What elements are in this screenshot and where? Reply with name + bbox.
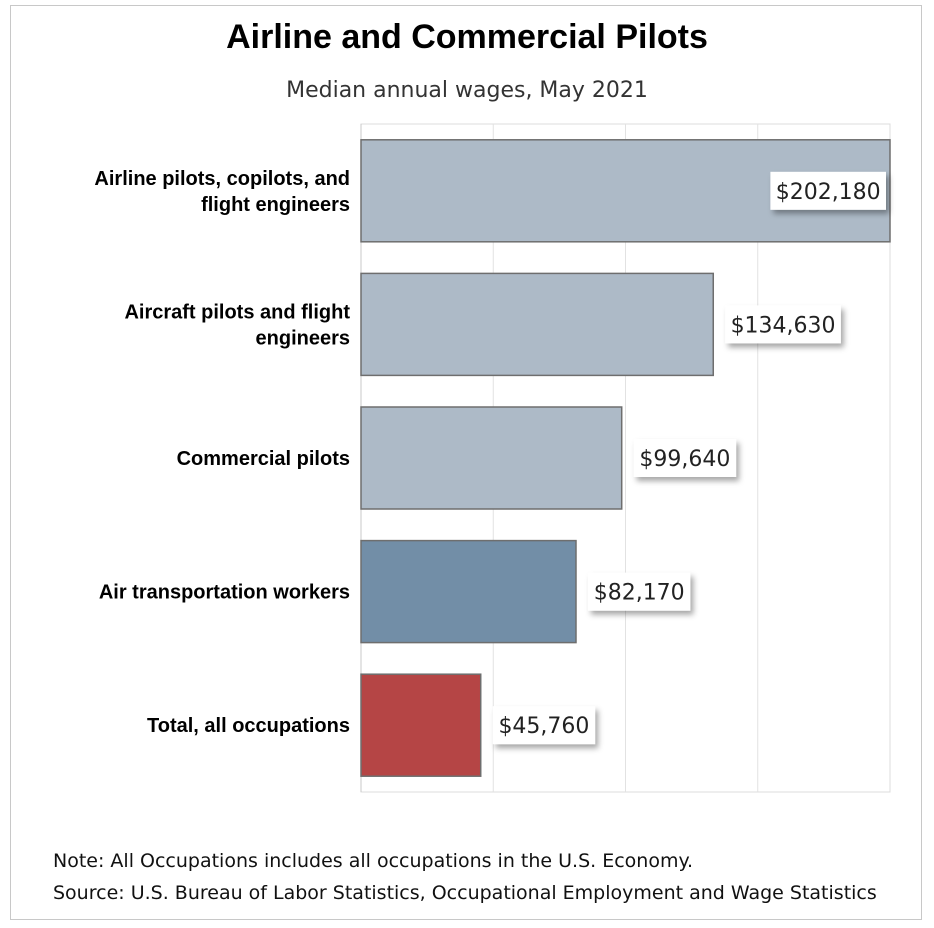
value-label-box xyxy=(725,305,841,344)
category-label: Aircraft pilots and flight xyxy=(124,301,350,323)
chart-note: Note: All Occupations includes all occup… xyxy=(53,850,694,872)
category-label: engineers xyxy=(256,327,350,349)
value-label: $45,760 xyxy=(498,714,589,739)
value-label: $82,170 xyxy=(594,581,685,606)
chart-source: Source: U.S. Bureau of Labor Statistics,… xyxy=(53,882,877,904)
value-label: $134,630 xyxy=(731,313,836,338)
value-label-box xyxy=(492,706,596,745)
category-label: Airline pilots, copilots, and xyxy=(94,168,350,190)
category-label: Commercial pilots xyxy=(177,448,350,470)
bar xyxy=(360,406,623,510)
value-label: $202,180 xyxy=(776,180,881,205)
bar xyxy=(360,539,577,644)
chart-subtitle: Median annual wages, May 2021 xyxy=(286,78,648,103)
value-label-box xyxy=(770,171,886,210)
category-label: flight engineers xyxy=(201,194,350,216)
value-label: $99,640 xyxy=(639,447,730,472)
category-label: Total, all occupations xyxy=(147,715,350,737)
category-label: Air transportation workers xyxy=(99,582,350,604)
bar xyxy=(360,272,715,377)
value-label-box xyxy=(633,439,737,477)
bar xyxy=(360,673,482,777)
chart-title: Airline and Commercial Pilots xyxy=(226,18,708,56)
value-label-box xyxy=(587,572,691,611)
